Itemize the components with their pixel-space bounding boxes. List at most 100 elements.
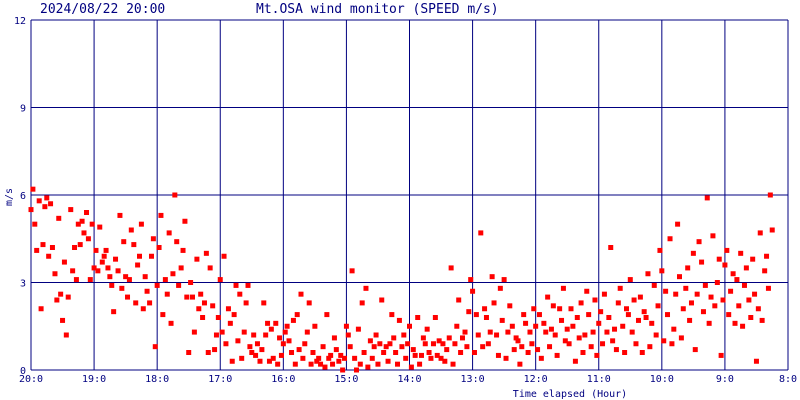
data-point xyxy=(547,344,553,350)
x-tick-label: 8:0 xyxy=(779,374,797,385)
data-point xyxy=(757,230,763,236)
x-tick-label: 9:0 xyxy=(716,374,734,385)
data-point xyxy=(448,265,454,271)
data-point xyxy=(249,350,255,355)
data-point xyxy=(383,344,389,350)
data-point xyxy=(649,320,655,326)
data-point xyxy=(97,224,103,230)
data-point xyxy=(566,341,572,347)
data-point xyxy=(95,268,101,274)
data-point xyxy=(49,245,55,250)
data-point xyxy=(231,312,237,318)
data-point xyxy=(144,288,150,294)
data-point xyxy=(635,317,641,323)
data-point xyxy=(395,361,401,367)
y-tick-label: 0 xyxy=(20,366,26,377)
data-point xyxy=(36,198,42,204)
data-point xyxy=(580,350,586,355)
data-point xyxy=(290,317,296,323)
data-point xyxy=(85,236,91,242)
data-point xyxy=(300,355,306,361)
data-point xyxy=(712,303,718,309)
data-point xyxy=(72,245,78,250)
data-point xyxy=(436,338,442,344)
data-point xyxy=(543,329,549,335)
data-point xyxy=(521,312,527,318)
data-point xyxy=(391,335,397,341)
data-point xyxy=(68,207,74,213)
data-point xyxy=(189,294,195,300)
data-point xyxy=(48,201,54,207)
data-point xyxy=(277,335,283,341)
data-point xyxy=(535,347,541,353)
data-point xyxy=(320,344,326,350)
data-point xyxy=(354,367,360,373)
data-point xyxy=(393,350,399,355)
data-point xyxy=(405,341,411,347)
data-point xyxy=(225,306,231,312)
data-point xyxy=(752,291,758,297)
data-point xyxy=(410,347,416,353)
data-point xyxy=(497,285,503,291)
data-point xyxy=(316,355,322,361)
data-point xyxy=(499,317,505,323)
x-tick-label: 14:0 xyxy=(397,374,421,385)
data-point xyxy=(361,350,367,355)
data-point xyxy=(665,312,671,318)
data-point xyxy=(371,344,377,350)
data-point xyxy=(552,332,558,338)
data-point xyxy=(554,352,560,358)
data-point xyxy=(54,297,60,303)
y-tick-label: 9 xyxy=(20,104,26,115)
data-point xyxy=(359,300,365,306)
data-point xyxy=(147,300,153,306)
data-point xyxy=(298,291,304,297)
data-point xyxy=(536,312,542,318)
data-point xyxy=(625,312,631,318)
data-point xyxy=(694,291,700,297)
data-point xyxy=(661,338,667,344)
data-point xyxy=(450,361,456,367)
data-point xyxy=(200,315,206,320)
data-point xyxy=(568,306,574,312)
data-point xyxy=(170,271,176,277)
data-point xyxy=(734,277,740,283)
data-point xyxy=(685,265,691,271)
data-point xyxy=(507,303,513,309)
data-point xyxy=(219,329,225,335)
data-point xyxy=(515,338,521,344)
data-point xyxy=(527,329,533,335)
data-point xyxy=(746,297,752,303)
data-point xyxy=(659,268,665,274)
data-point xyxy=(765,285,771,291)
data-point xyxy=(408,364,414,370)
data-point xyxy=(229,358,235,364)
data-point xyxy=(379,297,385,303)
data-point xyxy=(743,265,749,271)
data-point xyxy=(459,335,465,341)
data-point xyxy=(610,338,616,344)
data-point xyxy=(345,332,351,338)
data-point xyxy=(377,341,383,347)
data-point xyxy=(722,262,728,268)
data-point xyxy=(702,282,708,288)
data-point xyxy=(688,300,694,306)
data-point xyxy=(622,350,628,355)
data-point xyxy=(738,250,744,256)
data-point xyxy=(292,361,298,367)
data-point xyxy=(759,317,765,323)
data-point xyxy=(99,259,105,265)
data-point xyxy=(633,341,639,347)
x-tick-label: 12:0 xyxy=(524,374,548,385)
data-point xyxy=(89,221,95,227)
data-point xyxy=(253,352,259,358)
data-point xyxy=(330,361,336,367)
data-point xyxy=(724,247,730,253)
data-point xyxy=(164,291,170,297)
data-point xyxy=(75,221,81,227)
data-point xyxy=(764,253,770,259)
data-point xyxy=(275,361,281,367)
data-point xyxy=(452,341,458,347)
data-point xyxy=(710,233,716,239)
